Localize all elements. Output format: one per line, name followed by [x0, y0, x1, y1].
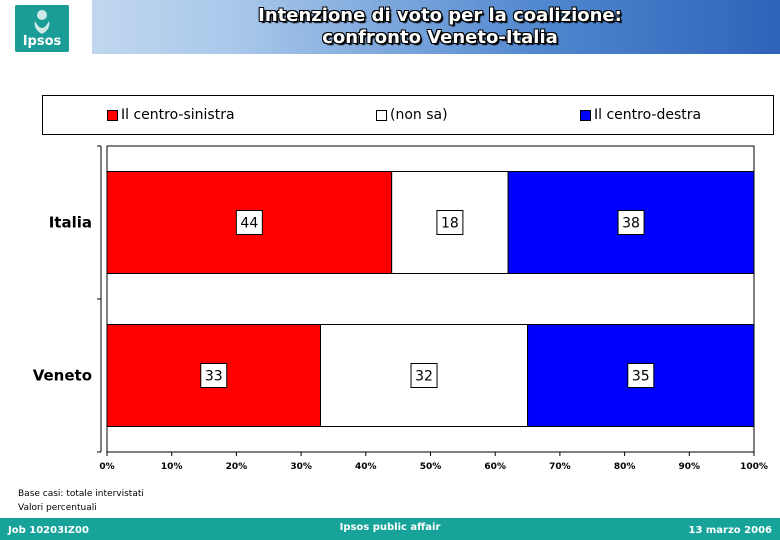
x-tick-label: 90%: [679, 462, 701, 472]
data-label: 32: [415, 369, 433, 385]
logo-text: Ipsos: [22, 34, 62, 49]
x-tick-label: 70%: [549, 462, 571, 472]
data-label: 44: [240, 216, 258, 232]
legend-label: (non sa): [390, 107, 448, 123]
page-title-line1: Intenzione di voto per la coalizione:: [258, 5, 622, 26]
ipsos-logo: Ipsos: [15, 5, 69, 52]
legend-swatch-red: [107, 109, 118, 121]
data-label-box: [410, 363, 438, 388]
footer-company: Ipsos public affair: [339, 522, 441, 533]
x-tick-label: 100%: [740, 462, 768, 472]
data-label: 38: [622, 216, 640, 232]
legend-item-centro-sinistra: Il centro-sinistra: [107, 107, 235, 123]
legend-swatch-white: [376, 109, 387, 121]
x-tick-label: 80%: [614, 462, 636, 472]
data-label: 18: [441, 216, 459, 232]
x-tick-label: 20%: [226, 462, 248, 472]
logo-area: Ipsos: [0, 0, 92, 54]
stacked-bar-chart: 44 18 38 Italia 33 32 35 Veneto 0% 10% 20% 30% 40% 50…: [33, 145, 768, 472]
note-values: Valori percentuali: [18, 503, 97, 513]
data-label-box: [617, 210, 645, 235]
data-label: 33: [205, 369, 223, 385]
category-label: Italia: [49, 214, 92, 232]
data-label: 35: [632, 369, 650, 385]
chart-notes: Base casi: totale intervistati Valori pe…: [18, 487, 144, 515]
legend-label: Il centro-destra: [594, 107, 702, 123]
bar-segment: [507, 171, 755, 274]
category-label: Veneto: [33, 367, 92, 385]
x-tick-label: 10%: [161, 462, 183, 472]
x-tick-label: 40%: [355, 462, 377, 472]
footer-job: Job 10203IZ00: [8, 525, 89, 536]
chart-legend: Il centro-sinistra (non sa) Il centro-de…: [42, 95, 774, 135]
footer-bar: Job 10203IZ00 Ipsos public affair 13 mar…: [0, 518, 780, 540]
logo-figure-icon: [34, 10, 50, 34]
footer-date: 13 marzo 2006: [688, 525, 772, 536]
x-tick-label: 0%: [99, 462, 114, 472]
note-base: Base casi: totale intervistati: [18, 489, 144, 499]
legend-item-centro-destra: Il centro-destra: [580, 107, 701, 123]
data-label-box: [235, 210, 263, 235]
legend-swatch-blue: [580, 109, 591, 121]
page-title-line2: confronto Veneto-Italia: [322, 27, 558, 48]
data-label-box: [627, 363, 655, 388]
x-tick-label: 60%: [484, 462, 506, 472]
data-label-box: [200, 363, 228, 388]
data-label-box: [436, 210, 464, 235]
x-tick-label: 30%: [290, 462, 312, 472]
x-tick-label: 50%: [420, 462, 442, 472]
header-bar: Ipsos Intenzione di voto per la coalizio…: [0, 0, 780, 54]
legend-label: Il centro-sinistra: [121, 107, 235, 123]
legend-item-non-sa: (non sa): [376, 107, 448, 123]
